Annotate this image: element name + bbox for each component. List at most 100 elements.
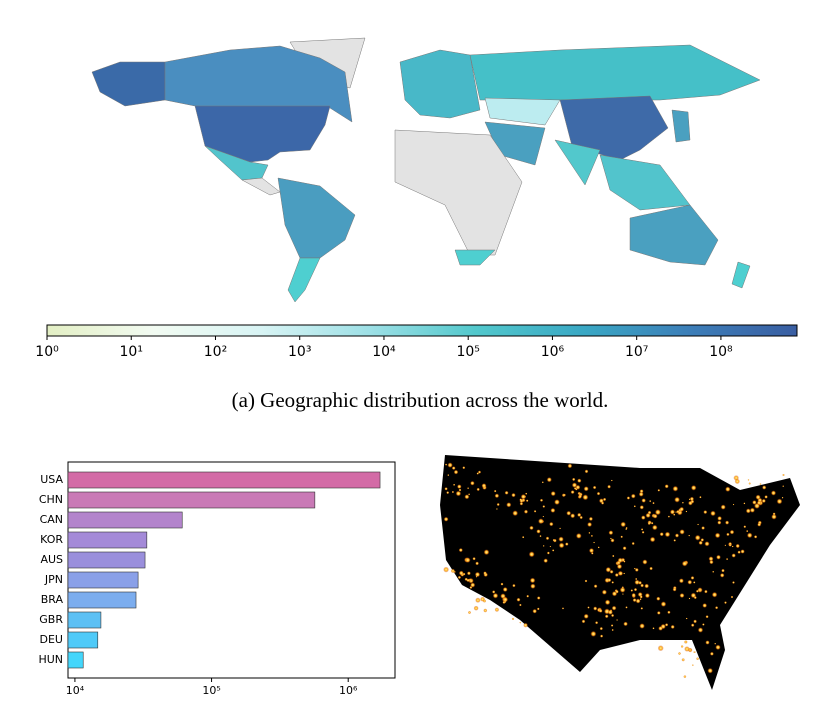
light-dot <box>645 512 651 519</box>
light-dot <box>611 613 615 618</box>
light-dot <box>654 509 661 516</box>
light-dot <box>533 510 537 513</box>
light-dot <box>511 492 516 498</box>
y-tick-label: JPN <box>44 573 63 586</box>
light-dot <box>590 534 594 538</box>
light-dot <box>582 494 589 501</box>
light-dot <box>633 567 636 570</box>
world-map <box>91 37 761 303</box>
light-dot <box>475 597 481 603</box>
light-dot <box>650 521 654 525</box>
y-tick-label: CAN <box>40 513 63 526</box>
light-dot <box>625 526 628 530</box>
light-dot <box>683 675 687 679</box>
light-dot <box>462 572 466 576</box>
light-dot <box>649 566 653 571</box>
light-dot <box>709 651 714 656</box>
light-dot <box>542 545 545 547</box>
light-dot <box>532 608 537 614</box>
light-dot <box>577 512 582 518</box>
light-dot <box>688 597 691 600</box>
light-dot <box>455 490 462 497</box>
light-dot <box>607 609 614 615</box>
light-dot <box>658 626 663 631</box>
tick-label: 10⁴ <box>372 344 396 360</box>
light-dot <box>618 571 624 576</box>
light-dot <box>445 463 448 466</box>
light-dot <box>630 589 634 592</box>
light-dot <box>607 484 611 489</box>
light-dot <box>669 509 676 515</box>
light-dot <box>577 478 582 483</box>
light-dot <box>525 499 529 503</box>
light-dot <box>610 624 614 627</box>
light-dot <box>466 571 471 576</box>
light-dot <box>538 518 544 525</box>
light-dot <box>607 578 612 583</box>
light-dot <box>630 493 636 499</box>
light-dot <box>451 466 456 470</box>
x-tick-label: 10⁵ <box>202 684 220 697</box>
light-dot <box>559 527 561 530</box>
light-dot <box>725 520 730 525</box>
light-dot <box>524 511 526 513</box>
light-dot <box>693 619 697 624</box>
tick-label: 10⁸ <box>709 344 733 360</box>
light-dot <box>664 531 671 538</box>
light-dot <box>529 525 534 531</box>
light-dot <box>674 496 680 503</box>
light-dot <box>771 514 777 520</box>
light-dot <box>672 485 679 492</box>
light-dot <box>656 611 661 615</box>
light-dot <box>519 603 522 607</box>
light-dot <box>536 607 540 611</box>
light-dot <box>612 554 615 558</box>
light-dot <box>725 486 731 492</box>
light-dot <box>740 549 745 554</box>
light-dot <box>640 528 644 531</box>
light-dot <box>731 545 734 548</box>
light-dot <box>705 640 710 645</box>
light-dot <box>639 598 642 601</box>
light-dot <box>685 617 688 620</box>
light-dot <box>552 549 555 552</box>
light-dot <box>679 529 685 535</box>
light-dot <box>600 634 604 638</box>
x-tick-label: 10⁴ <box>66 684 85 697</box>
caption: (a) Geographic distribution across the w… <box>232 388 609 412</box>
light-dot <box>716 554 721 560</box>
light-dot <box>622 593 624 595</box>
light-dot <box>728 542 732 546</box>
light-dot <box>536 529 541 534</box>
light-dot <box>587 522 593 527</box>
light-dot <box>644 593 651 599</box>
light-dot <box>656 596 661 601</box>
bar <box>67 551 146 569</box>
light-dot <box>611 605 617 611</box>
light-dot <box>697 523 699 526</box>
light-dot <box>617 557 623 563</box>
light-dot <box>597 546 600 549</box>
y-tick-label: KOR <box>40 533 63 546</box>
light-dot <box>443 566 449 573</box>
light-dot <box>681 658 685 662</box>
light-dot <box>696 657 700 661</box>
light-dot <box>641 498 646 503</box>
light-dot <box>476 487 480 492</box>
light-dot <box>623 572 626 575</box>
tick-label: 10¹ <box>120 344 143 360</box>
central-america <box>241 177 281 196</box>
australia <box>629 204 719 266</box>
light-dot <box>697 627 704 633</box>
bar <box>67 471 381 489</box>
light-dot <box>546 551 550 555</box>
light-dot <box>690 576 695 580</box>
light-dot <box>492 592 499 599</box>
light-dot <box>619 587 626 593</box>
light-dot <box>500 582 504 586</box>
light-dot <box>732 503 735 506</box>
light-dot <box>592 485 597 490</box>
colorbar <box>46 324 798 337</box>
light-dot <box>743 525 747 529</box>
